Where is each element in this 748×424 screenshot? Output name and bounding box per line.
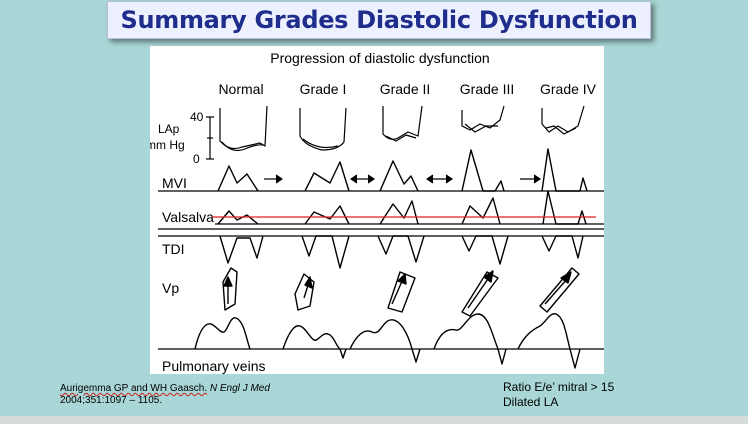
axis-label-mmhg: mm Hg xyxy=(150,138,185,152)
tdi-tracings xyxy=(219,235,584,269)
citation-detail: 2004;351:1097 – 1105. xyxy=(60,395,163,406)
citation-journal: N Engl J Med xyxy=(209,383,270,394)
vp-tracings xyxy=(222,267,580,317)
summary-note: Ratio E/e’ mitral > 15 Dilated LA xyxy=(503,380,614,410)
row-label-mvi: MVI xyxy=(162,175,187,191)
figure-heading: Progression of diastolic dysfunction xyxy=(270,50,489,66)
column-label-normal: Normal xyxy=(218,81,263,97)
row-label-pulmonary-veins: Pulmonary veins xyxy=(162,358,266,374)
citation: Aurigemma GP and WH Gaasch. N Engl J Med… xyxy=(60,383,270,407)
mvi-tracings xyxy=(217,148,588,192)
column-label-grade-2: Grade II xyxy=(380,81,431,97)
figure-svg: Progression of diastolic dysfunction Nor… xyxy=(150,50,604,374)
axis-label-lap: LAp xyxy=(158,122,180,136)
slide-title-box: Summary Grades Diastolic Dysfunction xyxy=(107,1,651,39)
pressure-axis: LAp mm Hg 40 0 xyxy=(150,110,214,166)
row-label-vp: Vp xyxy=(162,280,179,296)
valsalva-tracings xyxy=(217,190,587,225)
column-label-grade-3: Grade III xyxy=(460,81,514,97)
slide-bottom-bar xyxy=(0,416,748,424)
row-label-tdi: TDI xyxy=(162,241,185,257)
diastolic-figure: Progression of diastolic dysfunction Nor… xyxy=(150,46,604,374)
note-ratio: Ratio E/e’ mitral > 15 xyxy=(503,380,615,394)
column-label-grade-1: Grade I xyxy=(300,81,347,97)
axis-tick-0: 0 xyxy=(193,152,200,166)
pulmonary-vein-tracings xyxy=(194,313,581,369)
citation-authors: Aurigemma GP and WH Gaasch. xyxy=(60,383,208,394)
axis-tick-40: 40 xyxy=(190,110,204,124)
slide-title: Summary Grades Diastolic Dysfunction xyxy=(120,6,638,34)
mvi-arrows xyxy=(264,174,541,184)
column-label-grade-4: Grade IV xyxy=(540,81,597,97)
pressure-tracings xyxy=(219,105,585,152)
note-dilated-la: Dilated LA xyxy=(503,395,559,409)
row-label-valsalva: Valsalva xyxy=(162,209,214,225)
